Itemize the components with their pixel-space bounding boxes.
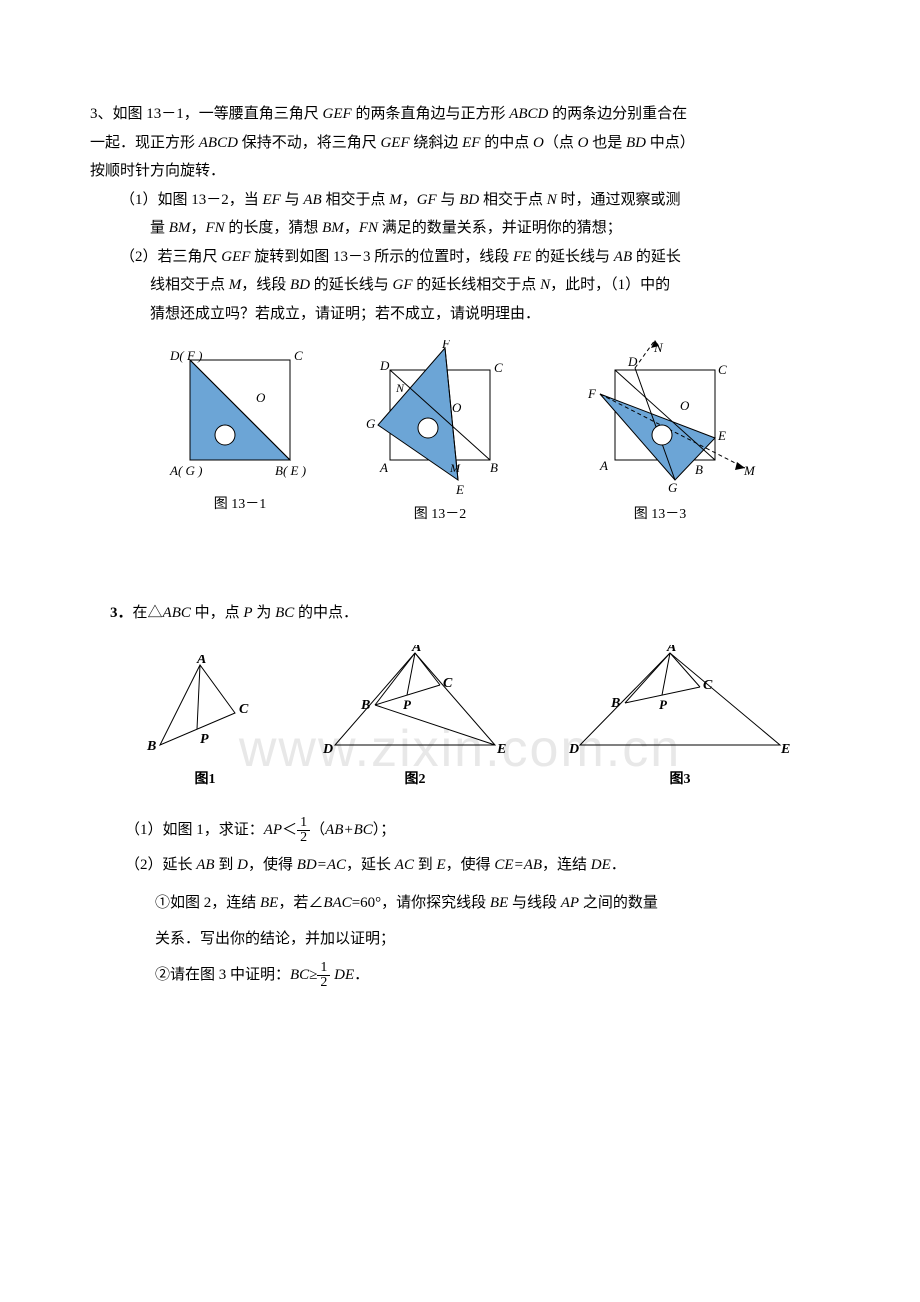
svg-text:A: A [411, 645, 421, 655]
fig-13-2-caption: 图 13－2 [414, 502, 467, 529]
svg-text:D: D [627, 354, 638, 369]
fig-1-caption: 图1 [195, 767, 216, 794]
problem-3b: 3．在△ABC 中，点 P 为 BC 的中点． A B C P 图1 [110, 599, 830, 991]
svg-text:O: O [452, 400, 462, 415]
fig-3-svg: A B C P D E [565, 645, 795, 765]
prob3b-sub1: （1）如图 1，求证：AP＜12（AB+BC）； [125, 816, 830, 845]
svg-text:C: C [443, 676, 453, 691]
svg-text:D: D [568, 742, 579, 757]
prob3a-line2: 一起．现正方形 ABCD 保持不动，将三角尺 GEF 绕斜边 EF 的中点 O（… [90, 129, 830, 158]
figures-row-2: A B C P 图1 A B C P D E 图2 [120, 645, 820, 794]
prob3b-sub2ii: ②请在图 3 中证明：BC≥12 DE． [155, 961, 830, 990]
svg-text:O: O [256, 390, 266, 405]
prob3b-sub2: （2）延长 AB 到 D，使得 BD=AC，延长 AC 到 E，使得 CE=AB… [125, 851, 830, 880]
svg-text:E: E [455, 482, 464, 497]
fig-13-2: F D C N O G A M B E 图 13－2 [350, 340, 530, 529]
fig-1: A B C P 图1 [145, 655, 265, 794]
svg-text:P: P [200, 732, 209, 747]
svg-text:C: C [294, 348, 303, 363]
svg-text:A( G ): A( G ) [169, 463, 203, 478]
svg-text:B: B [490, 460, 498, 475]
svg-text:A: A [196, 655, 206, 667]
fig-3-caption: 图3 [670, 767, 691, 794]
fig-13-2-svg: F D C N O G A M B E [350, 340, 530, 500]
svg-text:B: B [146, 739, 156, 754]
svg-text:F: F [587, 386, 597, 401]
prob3a-sub2: （2）若三角尺 GEF 旋转到如图 13－3 所示的位置时，线段 FE 的延长线… [120, 243, 830, 329]
svg-text:N: N [653, 340, 664, 355]
svg-text:A: A [379, 460, 388, 475]
svg-text:G: G [366, 416, 376, 431]
svg-text:B: B [695, 462, 703, 477]
svg-text:C: C [239, 702, 249, 717]
svg-text:A: A [666, 645, 676, 655]
svg-text:B( E ): B( E ) [275, 463, 306, 478]
prob3a-num: 3、 [90, 100, 113, 129]
svg-text:C: C [703, 678, 713, 693]
svg-text:D: D [322, 742, 333, 757]
fig-2: A B C P D E 图2 [315, 645, 515, 794]
svg-text:B: B [610, 696, 620, 711]
svg-text:M: M [449, 461, 461, 475]
svg-text:C: C [494, 360, 503, 375]
svg-text:E: E [780, 742, 790, 757]
svg-text:O: O [680, 398, 690, 413]
prob3a-line3: 按顺时针方向旋转． [90, 157, 830, 186]
fig-13-3-caption: 图 13－3 [634, 502, 687, 529]
svg-text:G: G [668, 480, 678, 495]
prob3b-sub2i: ①如图 2，连结 BE，若∠BAC=60°，请你探究线段 BE 与线段 AP 之… [155, 885, 830, 957]
svg-text:F: F [441, 340, 451, 351]
fig-13-3: N D C F O E A B M G 图 13－3 [560, 340, 760, 529]
figures-row-1: O D( F ) C A( G ) B( E ) 图 13－1 F D C N … [90, 340, 830, 529]
fig-3: A B C P D E 图3 [565, 645, 795, 794]
svg-text:P: P [403, 697, 412, 712]
svg-text:E: E [717, 428, 726, 443]
prob3b-head: 3．在△ABC 中，点 P 为 BC 的中点． [110, 599, 830, 628]
svg-text:D( F ): D( F ) [169, 348, 203, 363]
page-content: 3、 如图 13－1，一等腰直角三角尺 GEF 的两条直角边与正方形 ABCD … [90, 100, 830, 990]
fig-13-3-svg: N D C F O E A B M G [560, 340, 760, 500]
svg-text:A: A [599, 458, 608, 473]
svg-text:M: M [743, 463, 756, 478]
fig-2-svg: A B C P D E [315, 645, 515, 765]
fig-13-1-svg: O D( F ) C A( G ) B( E ) [160, 340, 320, 490]
fig-1-svg: A B C P [145, 655, 265, 765]
svg-text:P: P [659, 697, 668, 712]
problem-3a: 3、 如图 13－1，一等腰直角三角尺 GEF 的两条直角边与正方形 ABCD … [90, 100, 830, 328]
prob3a-text: 如图 13－1，一等腰直角三角尺 GEF 的两条直角边与正方形 ABCD 的两条… [113, 100, 688, 129]
prob3a-sub1: （1）如图 13－2，当 EF 与 AB 相交于点 M，GF 与 BD 相交于点… [120, 186, 830, 243]
svg-text:N: N [395, 381, 405, 395]
svg-text:C: C [718, 362, 727, 377]
svg-text:B: B [360, 698, 370, 713]
svg-text:E: E [496, 742, 506, 757]
svg-text:D: D [379, 358, 390, 373]
fig-13-1-caption: 图 13－1 [214, 492, 267, 519]
fig-2-caption: 图2 [405, 767, 426, 794]
fig-13-1: O D( F ) C A( G ) B( E ) 图 13－1 [160, 340, 320, 529]
